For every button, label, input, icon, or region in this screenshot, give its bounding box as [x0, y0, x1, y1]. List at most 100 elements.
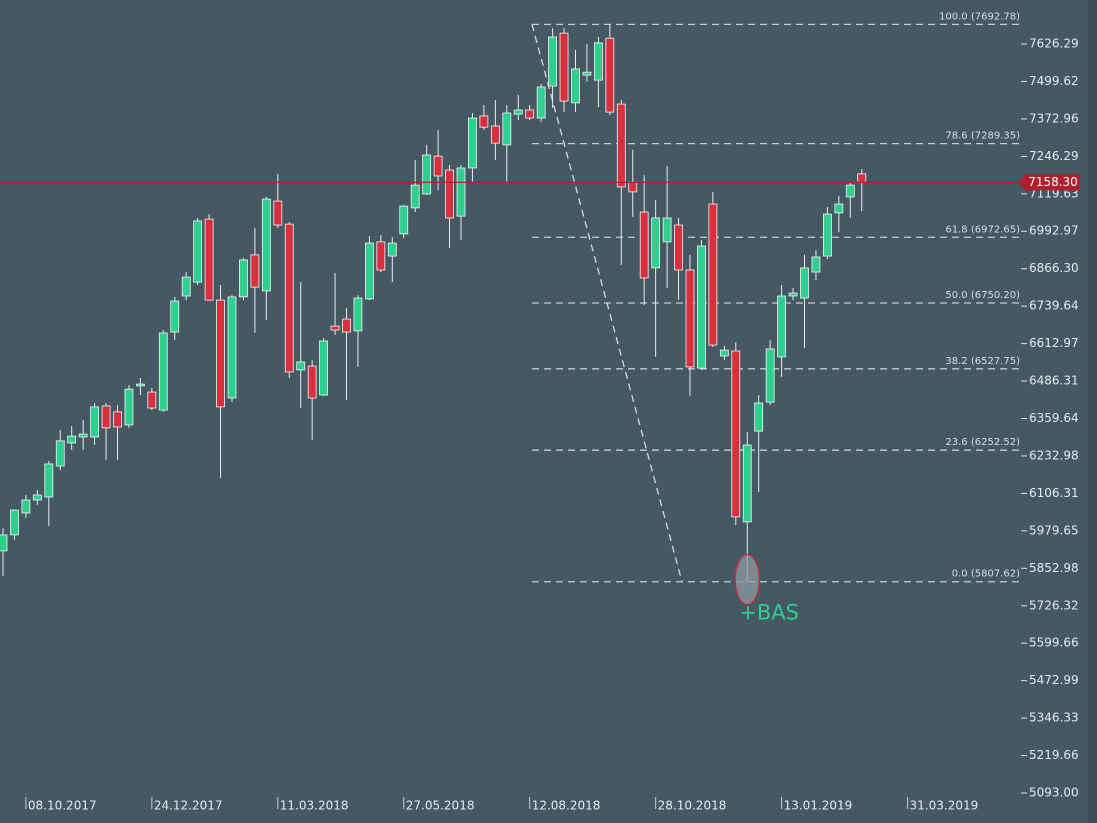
- candle-body: [44, 463, 54, 498]
- candle-body: [273, 200, 283, 226]
- candle-body: [468, 117, 477, 169]
- y-tick-label: 5979.65: [1029, 523, 1079, 537]
- x-tick-label: 13.01.2019: [784, 799, 853, 813]
- y-tick-label: 6739.64: [1029, 299, 1079, 313]
- candle-body: [101, 405, 111, 429]
- candle-body: [342, 318, 351, 333]
- candle-body: [90, 406, 99, 438]
- candle-body: [708, 203, 718, 346]
- candle-body: [731, 350, 741, 518]
- annotation-ellipse: [734, 554, 760, 606]
- candle-body: [193, 220, 203, 283]
- y-tick-label: 6612.97: [1029, 336, 1079, 350]
- candle-body: [742, 444, 752, 523]
- candle-body: [490, 125, 500, 144]
- y-tick-label: 6232.98: [1029, 448, 1079, 462]
- candle-body: [330, 325, 340, 331]
- candle-body: [479, 115, 489, 128]
- candle-body: [639, 211, 649, 279]
- y-tick-label: 7499.62: [1029, 74, 1079, 88]
- y-tick-label: 5472.99: [1029, 673, 1079, 687]
- x-tick-label: 28.10.2018: [658, 799, 727, 813]
- candle-body: [113, 411, 122, 428]
- x-tick-label: 11.03.2018: [280, 799, 349, 813]
- y-tick-label: 5093.00: [1029, 786, 1079, 800]
- fib-label: 38.2 (6527.75): [945, 356, 1020, 367]
- candle-body: [78, 433, 88, 438]
- candle-body: [399, 205, 409, 235]
- candle-body: [364, 242, 374, 300]
- candle-body: [170, 300, 180, 333]
- candle-body: [685, 269, 695, 368]
- x-tick-label: 08.10.2017: [28, 799, 97, 813]
- candle-body: [651, 217, 661, 269]
- annotation-label: +BAS: [739, 601, 799, 625]
- fib-label: 61.8 (6972.65): [945, 224, 1020, 235]
- candle-body: [525, 109, 535, 119]
- y-tick-label: 5852.98: [1029, 561, 1079, 575]
- candle-body: [433, 155, 443, 177]
- candle-body: [250, 254, 260, 288]
- candle-body: [55, 440, 65, 467]
- candle-body: [559, 32, 569, 102]
- candle-body: [788, 292, 798, 297]
- fib-label: 0.0 (5807.62): [952, 569, 1020, 580]
- fib-label: 23.6 (6252.52): [945, 437, 1020, 448]
- candle-body: [536, 86, 546, 119]
- candle-body: [296, 361, 306, 371]
- candle-body: [147, 391, 157, 409]
- y-tick-label: 6486.31: [1029, 374, 1079, 388]
- last-price-box: [1018, 174, 1080, 191]
- candle-body: [628, 181, 638, 193]
- candle-body: [181, 276, 191, 297]
- fib-label: 50.0 (6750.20): [945, 290, 1020, 301]
- candle-body: [387, 242, 397, 257]
- y-tick-label: 7626.29: [1029, 36, 1079, 50]
- candle-body: [857, 173, 867, 183]
- y-tick-label: 6359.64: [1029, 411, 1079, 425]
- y-tick-label: 6866.30: [1029, 261, 1079, 275]
- candle-body: [261, 198, 271, 292]
- last-price-label: 7158.30: [1028, 175, 1078, 189]
- candle-body: [353, 297, 363, 332]
- candle-body: [21, 499, 31, 514]
- candle-body: [376, 241, 386, 271]
- candle-body: [765, 348, 775, 403]
- candle-body: [284, 223, 294, 373]
- y-tick-label: 5726.32: [1029, 598, 1079, 612]
- candle-body: [823, 213, 832, 257]
- x-tick-label: 24.12.2017: [154, 799, 223, 813]
- candle-body: [422, 154, 432, 195]
- candle-body: [124, 388, 134, 426]
- candle-body: [594, 42, 603, 81]
- candle-body: [456, 167, 466, 217]
- candle-body: [410, 184, 420, 209]
- candle-body: [445, 169, 454, 219]
- fib-label: 100.0 (7692.78): [939, 11, 1020, 22]
- x-tick-label: 12.08.2018: [532, 799, 601, 813]
- fib-trend-line: [531, 24, 683, 582]
- candle-body: [204, 218, 214, 301]
- candle-body: [227, 296, 237, 399]
- y-tick-label: 5599.66: [1029, 636, 1079, 650]
- candle-body: [754, 402, 764, 432]
- candle-body: [239, 259, 248, 298]
- x-tick-label: 31.03.2019: [910, 799, 979, 813]
- candle-body: [513, 109, 523, 115]
- candle-body: [777, 295, 786, 358]
- candle-body: [811, 256, 821, 273]
- candle-body: [605, 37, 615, 113]
- candle-body: [319, 340, 329, 396]
- candle-body: [571, 68, 580, 104]
- candle-body: [158, 332, 168, 411]
- y-tick-label: 6106.31: [1029, 486, 1079, 500]
- candle-body: [32, 494, 42, 501]
- candle-body: [10, 509, 19, 536]
- fib-label: 78.6 (7289.35): [945, 131, 1020, 142]
- candle-body: [307, 365, 317, 399]
- y-tick-label: 5346.33: [1029, 711, 1079, 725]
- y-tick-label: 6992.97: [1029, 224, 1079, 238]
- x-tick-label: 27.05.2018: [406, 799, 475, 813]
